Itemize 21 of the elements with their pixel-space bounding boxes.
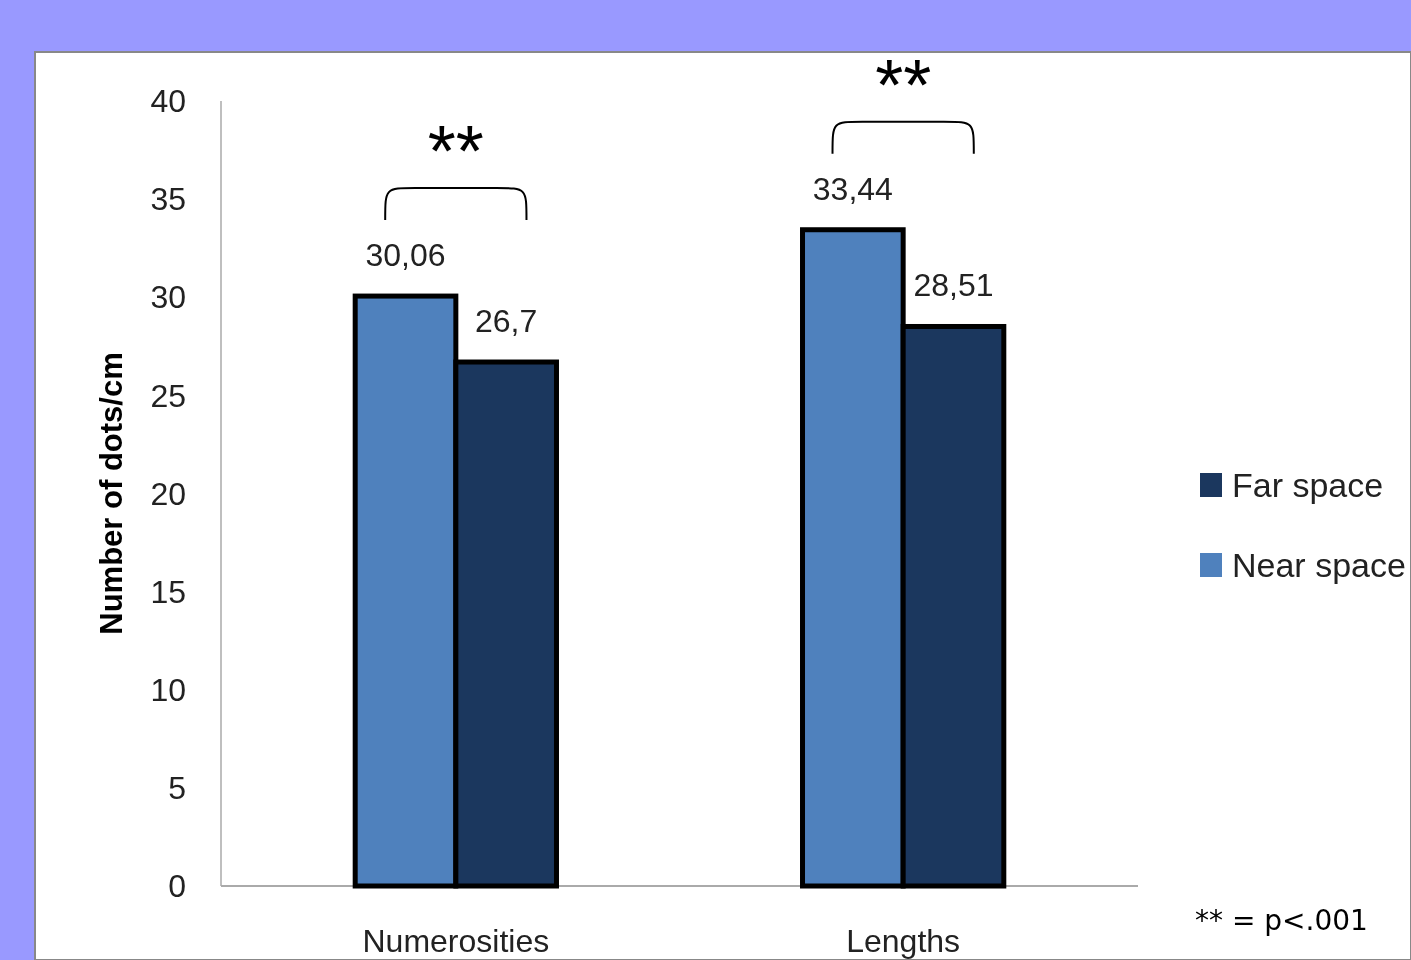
- y-tick-label: 5: [168, 770, 186, 807]
- data-label: 26,7: [475, 303, 538, 340]
- y-tick-label: 20: [150, 475, 186, 512]
- annotation: **: [875, 44, 932, 125]
- text: ** = p<.001: [1195, 904, 1368, 937]
- y-tick-label: 25: [150, 377, 186, 414]
- y-tick-label: 10: [150, 671, 186, 708]
- data-label: 30,06: [365, 237, 446, 274]
- y-tick-label: 40: [150, 83, 186, 120]
- x-tick-label: Numerosities: [362, 923, 550, 959]
- y-tick-label: 30: [150, 279, 186, 316]
- x-tick-label: Lengths: [846, 923, 961, 959]
- y-tick-label: 15: [150, 573, 186, 610]
- data-label: 28,51: [913, 267, 994, 304]
- legend-label: Near space: [1232, 545, 1406, 584]
- y-tick-label: 0: [168, 868, 186, 905]
- legend-label: Far space: [1232, 465, 1384, 504]
- annotation: **: [427, 111, 484, 192]
- data-label: 33,44: [812, 170, 893, 207]
- y-axis-title: Number of dots/cm: [94, 352, 129, 635]
- y-tick-label: 35: [150, 181, 186, 218]
